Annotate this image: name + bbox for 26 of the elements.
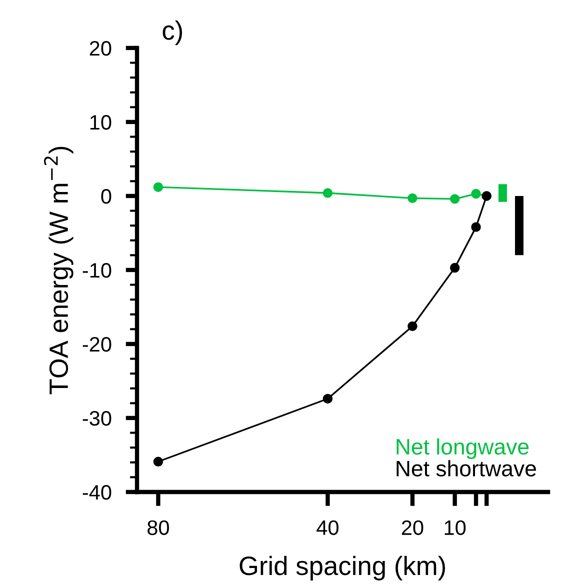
point (471, 188, 481, 199)
x-axis-title: Grid spacing (km) (240, 556, 446, 580)
point (408, 193, 418, 204)
chart-title: c) (162, 20, 182, 46)
point (322, 394, 333, 404)
y-axis-title: TOA energy (W m$^{−2}$) (44, 146, 74, 394)
y-tick-label: -20 (82, 336, 112, 352)
x-tick-label: 10 (444, 520, 466, 536)
y-tick-label: -40 (82, 484, 112, 500)
point (450, 194, 460, 204)
x-tick-label: 40 (316, 520, 338, 536)
y-tick-label: -10 (82, 262, 112, 278)
y-tick-label: 20 (90, 40, 112, 56)
x-tick-label: 20 (402, 520, 424, 536)
point (153, 182, 164, 192)
point (153, 456, 164, 467)
x-tick-label: 80 (148, 520, 169, 536)
y-tick-label: -30 (82, 410, 112, 426)
point (322, 188, 333, 198)
point (408, 321, 418, 332)
point (450, 262, 460, 273)
text: Net longwave (396, 438, 529, 460)
y-tick-label: 10 (90, 114, 112, 130)
y-tick-label: 0 (101, 188, 112, 204)
text: Net shortwave (396, 460, 536, 476)
point (471, 222, 481, 232)
